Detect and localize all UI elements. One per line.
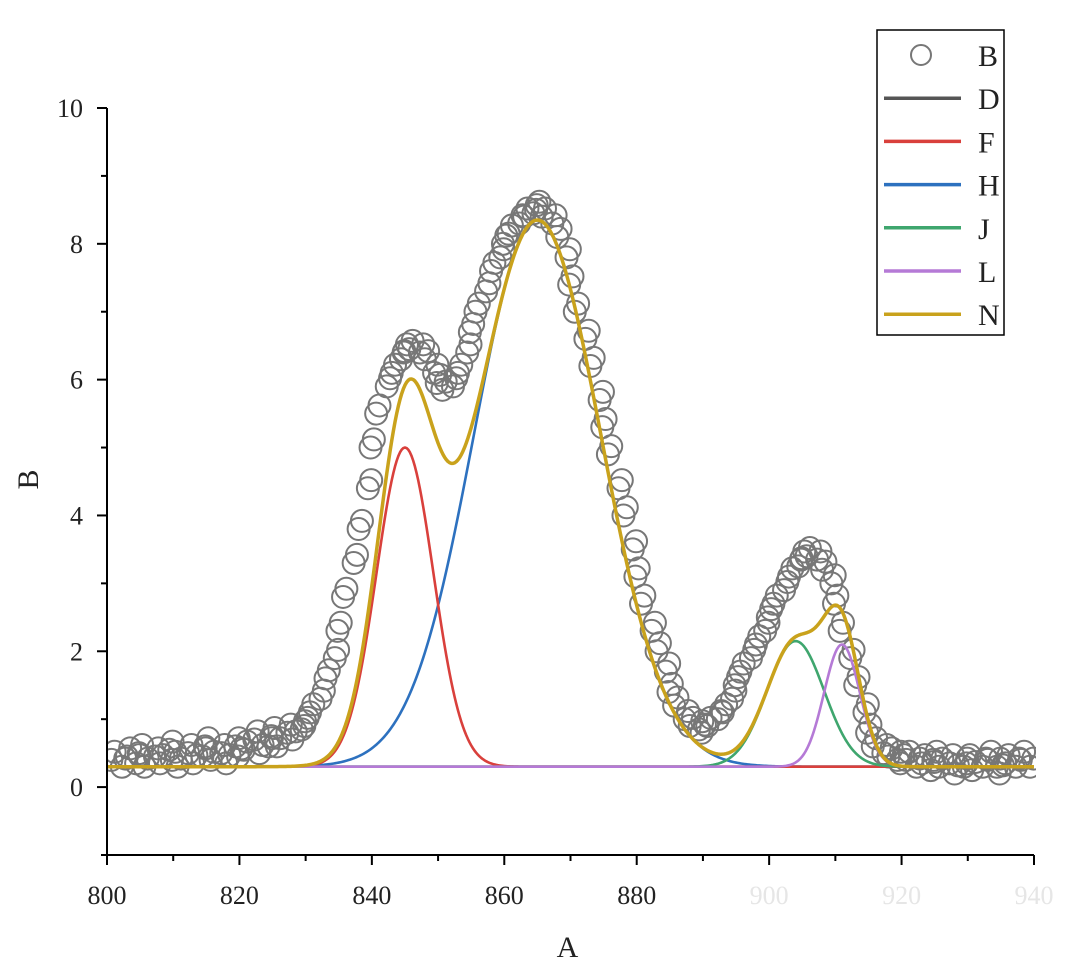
data-point-b bbox=[576, 318, 601, 343]
data-point-b bbox=[334, 576, 359, 601]
data-point-b bbox=[624, 529, 649, 554]
y-tick-label: 2 bbox=[70, 637, 83, 666]
y-tick-label: 8 bbox=[70, 230, 83, 259]
x-axis-title: A bbox=[557, 931, 579, 964]
x-tick-label: 800 bbox=[88, 881, 127, 910]
data-point-b bbox=[657, 651, 682, 676]
scatter-layer bbox=[107, 189, 1036, 786]
axes: 0 2 4 6 8 10 800 820 840 860 880 900 920 940 A B bbox=[12, 94, 1054, 964]
data-point-b bbox=[527, 189, 552, 214]
data-point-b bbox=[647, 631, 672, 656]
data-point-b bbox=[328, 610, 353, 635]
x-tick-label: 860 bbox=[485, 881, 524, 910]
data-point-b bbox=[1021, 746, 1036, 771]
legend-label-f: F bbox=[978, 126, 995, 159]
series-line-f bbox=[107, 446, 1034, 769]
data-point-b bbox=[930, 746, 955, 771]
y-tick-label: 0 bbox=[70, 773, 83, 802]
data-point-b bbox=[822, 563, 847, 588]
x-tick-label-faint: 900 bbox=[750, 881, 789, 910]
legend-marker-b bbox=[910, 44, 932, 66]
data-point-b bbox=[593, 407, 618, 432]
data-point-b bbox=[599, 434, 624, 459]
legend-box bbox=[876, 29, 1005, 336]
x-tick-label-faint: 920 bbox=[882, 881, 921, 910]
y-tick-label: 6 bbox=[70, 366, 83, 395]
data-point-b bbox=[609, 468, 634, 493]
data-point-b bbox=[316, 658, 341, 683]
data-point-b bbox=[278, 712, 303, 737]
data-point-b bbox=[825, 583, 850, 608]
data-point-b bbox=[383, 352, 408, 377]
data-point-b bbox=[349, 508, 374, 533]
series-line-n bbox=[107, 218, 1035, 769]
data-point-b bbox=[731, 651, 756, 676]
data-point-b bbox=[813, 549, 838, 574]
legend-label-d: D bbox=[978, 83, 1000, 116]
legend-label-b: B bbox=[978, 40, 998, 73]
fit-lines-layer bbox=[107, 218, 1035, 769]
data-point-b bbox=[344, 542, 369, 567]
data-point-b bbox=[361, 427, 386, 452]
data-point-b bbox=[792, 539, 817, 564]
x-tick-label: 820 bbox=[220, 881, 259, 910]
data-point-b bbox=[560, 264, 585, 289]
data-point-b bbox=[326, 637, 351, 662]
data-point-b bbox=[841, 637, 866, 662]
legend-label-l: L bbox=[978, 256, 996, 289]
data-point-b bbox=[458, 332, 483, 357]
data-point-b bbox=[359, 468, 384, 493]
data-point-b bbox=[416, 339, 441, 364]
legend-label-n: N bbox=[978, 299, 1000, 332]
data-point-b bbox=[642, 610, 667, 635]
legend-label-j: J bbox=[978, 213, 990, 246]
y-tick-label: 4 bbox=[70, 501, 83, 530]
data-point-b bbox=[394, 332, 419, 357]
data-point-b bbox=[466, 291, 491, 316]
data-point-b bbox=[301, 692, 326, 717]
x-tick-label: 880 bbox=[617, 881, 656, 910]
y-axis-title: B bbox=[12, 469, 45, 489]
data-point-b bbox=[581, 345, 606, 370]
y-tick-label: 10 bbox=[57, 94, 83, 123]
x-tick-label: 840 bbox=[352, 881, 391, 910]
data-point-b bbox=[797, 536, 822, 561]
data-point-b bbox=[614, 495, 639, 520]
data-point-b bbox=[449, 352, 474, 377]
data-point-b bbox=[433, 369, 458, 394]
data-point-b bbox=[764, 583, 789, 608]
data-point-b bbox=[692, 712, 717, 737]
x-tick-label-faint: 940 bbox=[1015, 881, 1054, 910]
data-point-b bbox=[411, 332, 436, 357]
legend-label-h: H bbox=[978, 170, 1000, 203]
